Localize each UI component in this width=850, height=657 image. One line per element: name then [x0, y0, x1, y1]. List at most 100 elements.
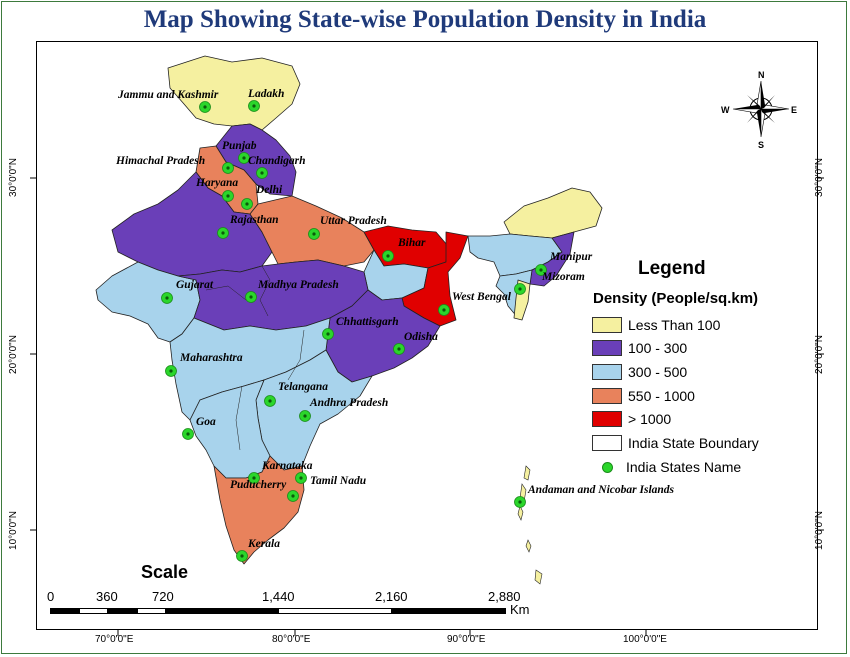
- state-marker-center: [186, 432, 190, 436]
- state-marker-center: [260, 171, 264, 175]
- state-marker-center: [518, 500, 522, 504]
- legend-label: 550 - 1000: [628, 388, 695, 404]
- legend-item-100-300: 100 - 300: [592, 339, 687, 357]
- label-madhya-pradesh: Madhya Pradesh: [257, 279, 339, 291]
- state-marker-center: [203, 105, 207, 109]
- legend-label: 100 - 300: [628, 340, 688, 356]
- scale-segment: [108, 608, 137, 614]
- legend-item-state-name: India States Name: [592, 458, 741, 476]
- scale-unit: Km: [510, 602, 530, 617]
- bottom-lon-90: 90°0'0"E: [447, 634, 486, 645]
- state-jammu-kashmir-ladakh: [167, 55, 301, 131]
- label-puducherry: Puducherry: [230, 479, 287, 491]
- state-marker-center: [299, 476, 303, 480]
- map-title: Map Showing State-wise Population Densit…: [143, 6, 707, 33]
- compass-n: N: [758, 70, 765, 80]
- label-chandigarh: Chandigarh: [248, 155, 306, 167]
- label-ladakh: Ladakh: [247, 88, 284, 100]
- marker-dot-icon: [602, 461, 613, 473]
- label-rajasthan: Rajasthan: [229, 214, 279, 226]
- legend-swatch: [592, 388, 622, 404]
- state-marker-center: [252, 104, 256, 108]
- state-markers: [161, 100, 547, 562]
- scale-tick-1440: 1,440: [262, 589, 295, 604]
- legend-swatch: [592, 317, 622, 333]
- state-marker-center: [268, 399, 272, 403]
- bottom-lon-80: 80°0'0"E: [272, 634, 311, 645]
- state-marker-center: [245, 202, 249, 206]
- state-marker-center: [242, 156, 246, 160]
- state-labels: Jammu and Kashmir Ladakh Punjab Himachal…: [115, 88, 675, 550]
- label-kerala: Kerala: [247, 538, 280, 550]
- label-manipur: Manipur: [549, 251, 593, 263]
- label-andaman-nicobar: Andaman and Nicobar Islands: [527, 484, 675, 496]
- state-marker-center: [165, 296, 169, 300]
- compass-rose: N S E W: [721, 70, 797, 150]
- compass-w: W: [721, 105, 730, 115]
- label-odisha: Odisha: [404, 331, 438, 343]
- compass-s: S: [758, 140, 764, 150]
- scale-tick-2160: 2,160: [375, 589, 408, 604]
- scale-segment: [392, 608, 506, 614]
- state-marker-center: [226, 166, 230, 170]
- scale-tick-0: 0: [47, 589, 55, 604]
- state-marker-center: [226, 194, 230, 198]
- legend-label: India States Name: [626, 459, 742, 475]
- map-frame: [36, 41, 818, 630]
- state-marker-center: [386, 254, 390, 258]
- scale-tick-720: 720: [152, 589, 174, 604]
- legend-swatch: [592, 411, 622, 427]
- scale-segment: [166, 608, 278, 614]
- legend-subtitle: Density (People/sq.km): [593, 290, 759, 307]
- state-marker-center: [221, 231, 225, 235]
- label-karnataka: Karnataka: [261, 460, 313, 472]
- label-mizoram: Mizoram: [541, 271, 585, 283]
- legend-label: Less Than 100: [628, 317, 721, 333]
- label-bihar: Bihar: [397, 237, 426, 249]
- label-chhattisgarh: Chhattisgarh: [336, 316, 399, 328]
- legend-item-gt-1000: > 1000: [592, 410, 671, 428]
- state-marker-center: [252, 476, 256, 480]
- legend-item-state-boundary: India State Boundary: [592, 434, 759, 452]
- scale-title: Scale: [141, 562, 189, 582]
- state-marker-center: [442, 308, 446, 312]
- legend-label: 300 - 500: [628, 364, 688, 380]
- legend-label: India State Boundary: [628, 435, 759, 451]
- legend-swatch: [592, 340, 622, 356]
- scale-segment: [278, 608, 392, 614]
- label-himachal-pradesh: Himachal Pradesh: [115, 155, 205, 167]
- state-marker-center: [539, 268, 543, 272]
- legend-title: Legend: [638, 258, 706, 279]
- scale-segment: [79, 608, 108, 614]
- state-marker-center: [518, 287, 522, 291]
- state-marker-center: [397, 347, 401, 351]
- state-marker-center: [326, 332, 330, 336]
- legend-swatch: [592, 435, 622, 451]
- state-marker-center: [240, 554, 244, 558]
- bottom-lon-100: 100°0'0"E: [623, 634, 667, 645]
- scale-segment: [137, 608, 166, 614]
- label-telangana: Telangana: [278, 381, 328, 393]
- state-marker-center: [169, 369, 173, 373]
- label-maharashtra: Maharashtra: [179, 352, 243, 364]
- scale-segment: [50, 608, 79, 614]
- state-karnataka: [189, 379, 271, 479]
- label-jammu-kashmir: Jammu and Kashmir: [117, 89, 219, 101]
- legend-item-550-1000: 550 - 1000: [592, 387, 695, 405]
- legend-label: > 1000: [628, 411, 672, 427]
- label-uttar-pradesh: Uttar Pradesh: [320, 215, 387, 227]
- state-marker-center: [249, 295, 253, 299]
- scale-tick-360: 360: [96, 589, 118, 604]
- label-haryana: Haryana: [195, 177, 238, 189]
- scale-tick-2880: 2,880: [488, 589, 521, 604]
- label-delhi: Delhi: [255, 184, 283, 196]
- compass-e: E: [791, 105, 797, 115]
- legend-swatch: [592, 364, 622, 380]
- bottom-lon-70: 70°0'0"E: [95, 634, 134, 645]
- label-gujarat: Gujarat: [176, 279, 214, 291]
- state-marker-center: [291, 494, 295, 498]
- legend-item-less-than-100: Less Than 100: [592, 316, 720, 334]
